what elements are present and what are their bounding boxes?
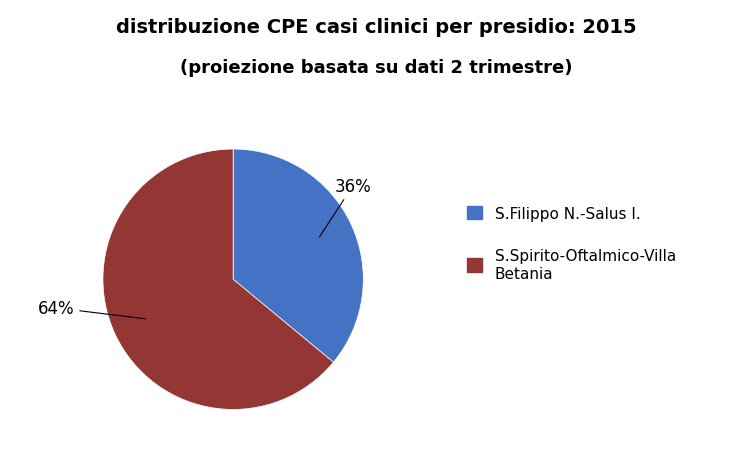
Text: (proiezione basata su dati 2 trimestre): (proiezione basata su dati 2 trimestre) [180,59,572,77]
Wedge shape [233,150,363,363]
Text: 36%: 36% [320,177,371,238]
Text: 64%: 64% [38,299,146,319]
Text: distribuzione CPE casi clinici per presidio: 2015: distribuzione CPE casi clinici per presi… [116,18,636,37]
Wedge shape [103,150,333,410]
Legend: S.Filippo N.-Salus I., S.Spirito-Oftalmico-Villa
Betania: S.Filippo N.-Salus I., S.Spirito-Oftalmi… [459,198,684,289]
